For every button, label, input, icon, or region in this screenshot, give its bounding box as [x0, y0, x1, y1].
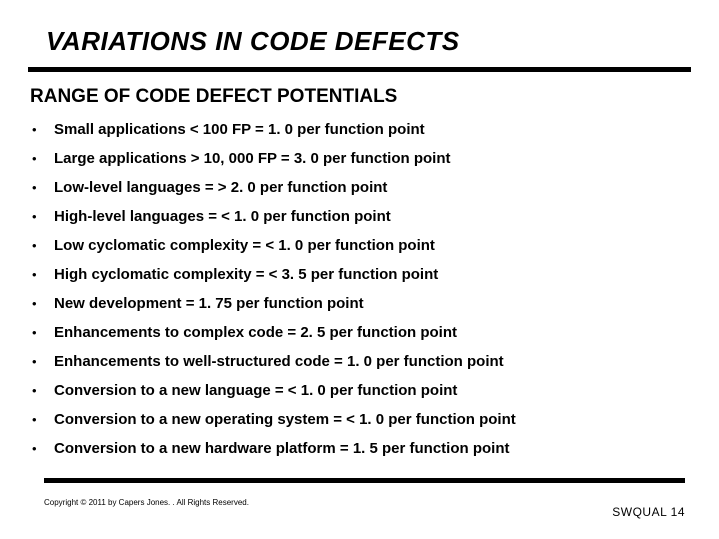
- list-item: •Low-level languages = > 2. 0 per functi…: [30, 178, 691, 198]
- bullet-text: Conversion to a new language = < 1. 0 pe…: [54, 381, 457, 401]
- bullet-text: Large applications > 10, 000 FP = 3. 0 p…: [54, 149, 451, 169]
- copyright-text: Copyright © 2011 by Capers Jones. . All …: [44, 498, 249, 507]
- list-item: •Conversion to a new operating system = …: [30, 410, 691, 430]
- bullet-list: •Small applications < 100 FP = 1. 0 per …: [30, 120, 691, 459]
- bullet-dot: •: [30, 149, 54, 169]
- bullet-dot: •: [30, 352, 54, 372]
- bullet-text: Conversion to a new operating system = <…: [54, 410, 516, 430]
- bullet-dot: •: [30, 178, 54, 198]
- list-item: •Large applications > 10, 000 FP = 3. 0 …: [30, 149, 691, 169]
- slide-subtitle: RANGE OF CODE DEFECT POTENTIALS: [30, 86, 691, 108]
- bullet-dot: •: [30, 207, 54, 227]
- list-item: •Enhancements to complex code = 2. 5 per…: [30, 323, 691, 343]
- list-item: •New development = 1. 75 per function po…: [30, 294, 691, 314]
- list-item: •Enhancements to well-structured code = …: [30, 352, 691, 372]
- list-item: •Conversion to a new hardware platform =…: [30, 439, 691, 459]
- slide: VARIATIONS IN CODE DEFECTS RANGE OF CODE…: [0, 0, 719, 539]
- horizontal-rule-bottom: [44, 478, 685, 483]
- bullet-text: New development = 1. 75 per function poi…: [54, 294, 364, 314]
- bullet-text: High-level languages = < 1. 0 per functi…: [54, 207, 391, 227]
- bullet-text: Low-level languages = > 2. 0 per functio…: [54, 178, 387, 198]
- bullet-text: Conversion to a new hardware platform = …: [54, 439, 509, 459]
- bullet-text: Small applications < 100 FP = 1. 0 per f…: [54, 120, 425, 140]
- bullet-dot: •: [30, 120, 54, 140]
- bullet-dot: •: [30, 265, 54, 285]
- bullet-dot: •: [30, 323, 54, 343]
- horizontal-rule-top: [28, 67, 691, 72]
- list-item: •Conversion to a new language = < 1. 0 p…: [30, 381, 691, 401]
- slide-title: VARIATIONS IN CODE DEFECTS: [46, 26, 691, 57]
- bullet-dot: •: [30, 439, 54, 459]
- bullet-text: Enhancements to complex code = 2. 5 per …: [54, 323, 457, 343]
- bullet-dot: •: [30, 236, 54, 256]
- list-item: •Low cyclomatic complexity = < 1. 0 per …: [30, 236, 691, 256]
- bullet-text: Low cyclomatic complexity = < 1. 0 per f…: [54, 236, 435, 256]
- bullet-dot: •: [30, 381, 54, 401]
- bullet-text: High cyclomatic complexity = < 3. 5 per …: [54, 265, 438, 285]
- list-item: •High cyclomatic complexity = < 3. 5 per…: [30, 265, 691, 285]
- bullet-dot: •: [30, 410, 54, 430]
- bullet-text: Enhancements to well-structured code = 1…: [54, 352, 504, 372]
- bullet-dot: •: [30, 294, 54, 314]
- list-item: •High-level languages = < 1. 0 per funct…: [30, 207, 691, 227]
- slide-code: SWQUAL 14: [612, 505, 685, 519]
- list-item: •Small applications < 100 FP = 1. 0 per …: [30, 120, 691, 140]
